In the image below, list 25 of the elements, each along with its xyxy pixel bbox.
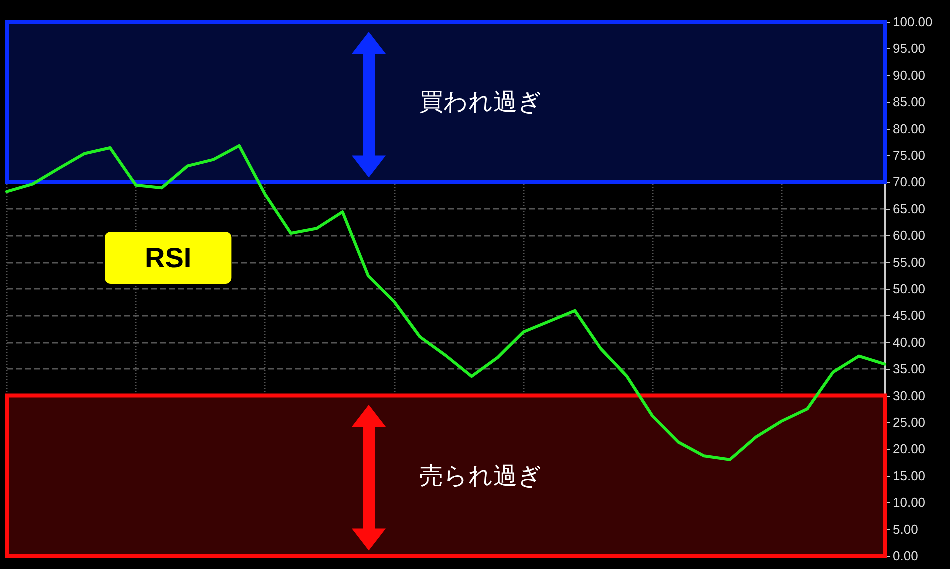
y-tick-label: 65.00 <box>893 201 926 216</box>
y-tick-label: 35.00 <box>893 362 926 377</box>
y-tick-label: 50.00 <box>893 282 926 296</box>
y-tick-label: 25.00 <box>893 415 926 430</box>
y-tick-label: 75.00 <box>893 148 926 163</box>
y-tick-label: 45.00 <box>893 308 926 324</box>
y-tick-label: 15.00 <box>893 468 926 484</box>
y-tick-label: 20.00 <box>893 442 926 457</box>
y-tick-label: 40.00 <box>893 334 926 350</box>
y-tick-label: 85.00 <box>893 94 926 110</box>
y-tick-label: 95.00 <box>893 41 926 56</box>
y-tick-label: 100.00 <box>893 14 933 30</box>
line-series <box>6 144 886 462</box>
y-tick-label: 30.00 <box>893 388 926 404</box>
y-tick-label: 10.00 <box>893 495 926 510</box>
y-tick-label: 5.00 <box>893 522 918 537</box>
annotation: RSI <box>145 242 192 274</box>
y-tick-label: 80.00 <box>893 121 926 136</box>
y-tick-label: 60.00 <box>893 228 926 244</box>
band-label: 売られ過ぎ <box>420 462 542 490</box>
y-tick-label: 55.00 <box>893 254 926 270</box>
y-tick-label: 0.00 <box>893 548 918 564</box>
band-label: 買われ過ぎ <box>420 88 542 116</box>
y-tick-label: 90.00 <box>893 68 926 83</box>
y-tick-label: 70.00 <box>893 174 926 190</box>
